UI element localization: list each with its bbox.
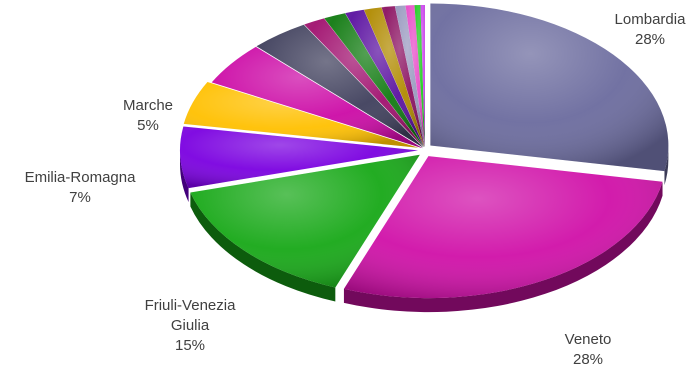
marche-name: Marche [122,97,174,114]
slice-label-emilia-romagna: Emilia-Romagna 7% [10,168,150,208]
pie-slice-shading-friuli-venezia-giulia [190,154,420,288]
slice-label-marche: Marche 5% [108,96,188,136]
pie-slice-side-friuli-venezia-giulia [190,192,336,302]
pie-slice-shading-minor-5 [211,46,423,149]
pie-slices [180,3,669,313]
emilia-romagna-percent: 7% [69,189,91,206]
lombardia-name: Lombardia [614,11,686,28]
pie-slice-shading-minor-13 [405,5,425,148]
friuli-name-line1: Friuli-Venezia [144,297,236,314]
pie-slice-shading-minor-6 [256,24,424,148]
pie-slice-shading-veneto [343,156,663,299]
pie-slice-side-lombardia [664,145,669,186]
pie-slice-shading-lombardia [430,3,669,172]
friuli-name-line2: Giulia [170,317,210,334]
veneto-name: Veneto [564,331,612,348]
slice-label-friuli-venezia-giulia: Friuli-Venezia Giulia 15% [130,296,250,356]
pie-slice-shading-minor-7 [304,18,424,148]
pie-slice-shading-minor-11 [381,6,425,148]
pie-slice-side-veneto [343,181,663,313]
slice-label-veneto: Veneto 28% [548,330,628,370]
pie-slice-shading-minor-9 [345,9,425,148]
lombardia-percent: 28% [634,31,666,48]
pie-slice-shading-minor-8 [324,13,424,148]
emilia-romagna-name: Emilia-Romagna [24,169,136,186]
pie-slice-shading-marche [183,81,419,148]
pie-slice-shading-minor-12 [394,5,425,148]
pie-slice-shading-minor-10 [363,7,425,148]
slice-label-lombardia: Lombardia 28% [600,10,699,50]
veneto-percent: 28% [572,351,604,368]
pie-slice-shading-minor-15 [420,5,425,148]
pie-slice-shading-emilia-romagna [180,126,419,189]
marche-percent: 5% [137,117,159,134]
friuli-percent: 15% [174,337,206,354]
pie-slice-side-emilia-romagna [180,150,189,203]
pie-slice-shading-minor-14 [414,5,425,148]
